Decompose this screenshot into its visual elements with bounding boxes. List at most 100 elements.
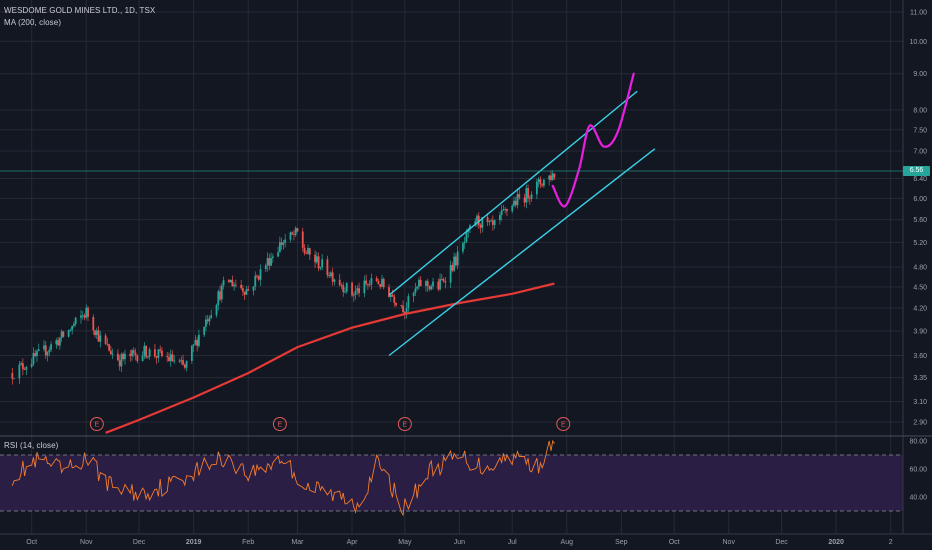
candle-body[interactable]: [541, 184, 544, 186]
candle-body[interactable]: [206, 319, 209, 322]
candle-body[interactable]: [375, 278, 378, 281]
candle-body[interactable]: [254, 275, 257, 287]
candle-body[interactable]: [43, 345, 45, 350]
earnings-marker[interactable]: [89, 417, 104, 431]
candle-body[interactable]: [136, 355, 139, 362]
candle-body[interactable]: [499, 214, 501, 221]
candle-body[interactable]: [18, 364, 21, 379]
candle-body[interactable]: [365, 280, 368, 284]
candle-body[interactable]: [366, 283, 369, 285]
candle-body[interactable]: [196, 339, 199, 346]
candle-body[interactable]: [48, 349, 51, 353]
candle-body[interactable]: [146, 356, 149, 358]
candle-body[interactable]: [514, 200, 517, 206]
candle-body[interactable]: [504, 209, 507, 210]
candle-body[interactable]: [182, 360, 184, 365]
candle-body[interactable]: [203, 326, 206, 335]
candle-body[interactable]: [516, 194, 519, 206]
candle-body[interactable]: [266, 258, 269, 266]
candle-body[interactable]: [493, 220, 496, 226]
candle-body[interactable]: [34, 353, 37, 357]
candle-body[interactable]: [314, 254, 316, 263]
candle-body[interactable]: [340, 285, 343, 286]
candle-body[interactable]: [36, 351, 38, 357]
candle-body[interactable]: [71, 325, 74, 330]
candle-body[interactable]: [463, 241, 466, 244]
candle-body[interactable]: [222, 280, 225, 286]
candle-body[interactable]: [120, 353, 123, 367]
candle-body[interactable]: [303, 247, 306, 254]
candle-body[interactable]: [548, 175, 551, 180]
candle-body[interactable]: [402, 305, 404, 312]
candle-body[interactable]: [155, 356, 158, 358]
candle-body[interactable]: [92, 316, 95, 331]
candle-body[interactable]: [21, 363, 24, 370]
candle-body[interactable]: [183, 364, 186, 368]
candle-body[interactable]: [69, 329, 72, 331]
candle-body[interactable]: [391, 294, 394, 297]
candle-body[interactable]: [194, 339, 197, 345]
candle-body[interactable]: [168, 357, 170, 362]
candle-body[interactable]: [60, 331, 63, 338]
candle-body[interactable]: [439, 279, 441, 290]
candle-body[interactable]: [330, 272, 332, 277]
candle-body[interactable]: [315, 256, 318, 263]
candle-body[interactable]: [104, 335, 107, 344]
candle-body[interactable]: [405, 307, 408, 314]
candles[interactable]: [11, 170, 556, 385]
candle-body[interactable]: [145, 345, 147, 358]
candle-body[interactable]: [449, 265, 452, 283]
projection-curve[interactable]: [551, 72, 635, 208]
candle-body[interactable]: [219, 291, 221, 300]
candle-body[interactable]: [430, 286, 433, 290]
trend-channel[interactable]: [388, 90, 656, 357]
candle-body[interactable]: [99, 335, 102, 342]
candle-body[interactable]: [476, 215, 478, 222]
candle-body[interactable]: [85, 307, 88, 318]
candle-body[interactable]: [210, 315, 213, 318]
candle-body[interactable]: [154, 349, 156, 357]
candle-body[interactable]: [317, 256, 320, 269]
channel-upper-line[interactable]: [388, 90, 638, 296]
candle-body[interactable]: [389, 294, 392, 297]
candle-body[interactable]: [97, 330, 100, 342]
candle-body[interactable]: [55, 340, 58, 345]
candle-body[interactable]: [377, 280, 380, 285]
candle-body[interactable]: [242, 288, 244, 292]
candle-body[interactable]: [67, 330, 70, 337]
candle-body[interactable]: [264, 265, 267, 270]
candle-body[interactable]: [234, 284, 237, 286]
candle-body[interactable]: [190, 345, 193, 361]
candle-body[interactable]: [62, 331, 65, 337]
candle-body[interactable]: [118, 360, 121, 367]
candle-body[interactable]: [513, 200, 515, 206]
candle-body[interactable]: [403, 311, 406, 314]
candle-body[interactable]: [479, 224, 482, 228]
candle-body[interactable]: [351, 282, 353, 296]
candle-body[interactable]: [280, 242, 283, 245]
candle-body[interactable]: [308, 248, 311, 255]
candle-body[interactable]: [252, 286, 255, 291]
candle-body[interactable]: [453, 256, 456, 271]
candle-body[interactable]: [342, 285, 345, 292]
candle-body[interactable]: [50, 344, 52, 350]
candle-body[interactable]: [326, 259, 329, 276]
candle-body[interactable]: [169, 354, 172, 362]
candle-body[interactable]: [23, 369, 26, 370]
candle-body[interactable]: [301, 231, 304, 248]
candle-body[interactable]: [278, 242, 281, 253]
candle-body[interactable]: [231, 279, 234, 287]
candle-body[interactable]: [368, 284, 371, 286]
candle-body[interactable]: [490, 220, 493, 222]
candle-body[interactable]: [407, 296, 410, 308]
candle-body[interactable]: [117, 353, 119, 361]
candle-body[interactable]: [131, 350, 133, 357]
candle-body[interactable]: [388, 287, 390, 297]
candle-body[interactable]: [338, 279, 341, 286]
candle-body[interactable]: [356, 288, 359, 291]
candle-body[interactable]: [13, 378, 15, 380]
candle-body[interactable]: [32, 353, 35, 365]
candle-body[interactable]: [171, 354, 174, 361]
candle-body[interactable]: [270, 258, 272, 266]
